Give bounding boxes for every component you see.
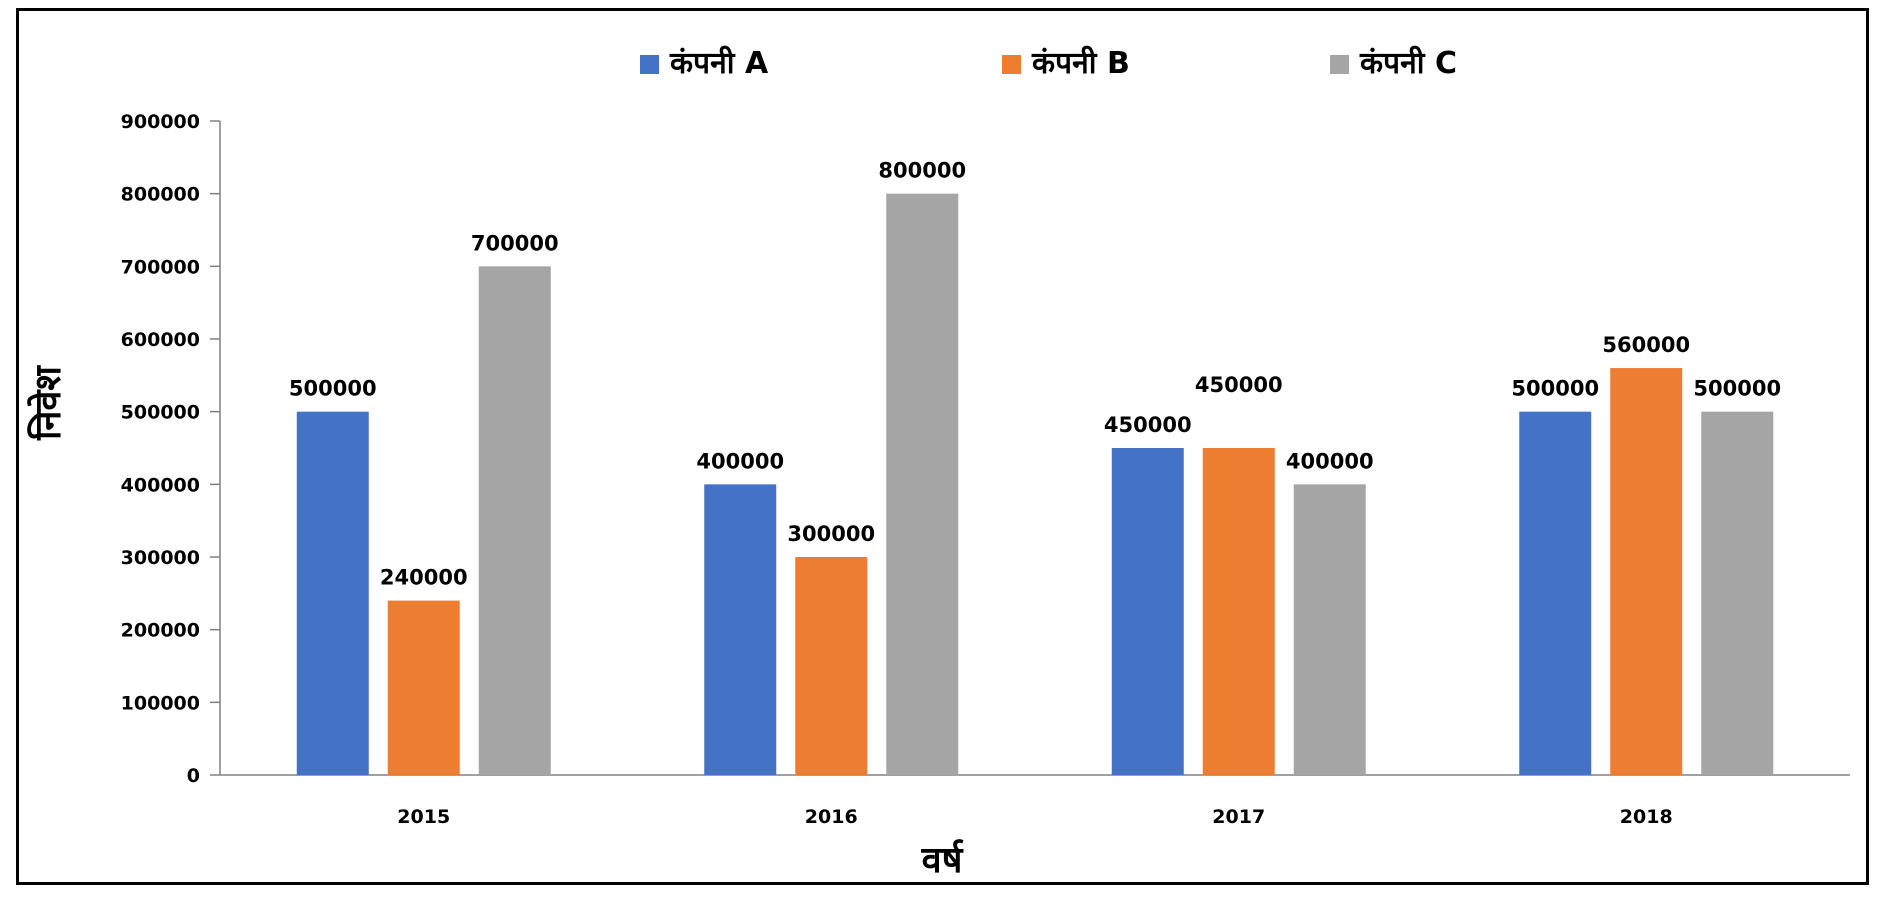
x-tick-label: 2016 (805, 806, 858, 828)
x-axis: 2015 2016 2017 2018 (220, 774, 1850, 828)
y-tick-label: 0 (187, 765, 200, 787)
x-tick-label: 2017 (1212, 806, 1265, 828)
y-tick-label: 400000 (121, 474, 200, 496)
data-label: 450000 (1104, 413, 1192, 437)
legend-label: कंपनी A (669, 45, 769, 81)
y-tick-label: 600000 (121, 329, 200, 351)
data-label: 240000 (380, 566, 468, 590)
legend-swatch (1002, 55, 1021, 74)
y-tick-label: 700000 (121, 256, 200, 278)
y-tick-label: 200000 (121, 620, 200, 642)
bars (296, 193, 1774, 775)
y-axis-title: निवेश (27, 365, 69, 441)
data-label: 400000 (1286, 449, 1374, 473)
data-label: 500000 (289, 377, 377, 401)
legend: कंपनी A कंपनी B कंपनी C (640, 45, 1457, 81)
data-label: 800000 (878, 159, 966, 183)
bar (1293, 484, 1366, 775)
bar (296, 411, 369, 775)
legend-label: कंपनी C (1359, 45, 1457, 81)
bar (795, 557, 868, 775)
legend-swatch (640, 55, 659, 74)
bar (1701, 411, 1774, 775)
data-label: 400000 (696, 449, 784, 473)
bar (1519, 411, 1592, 775)
x-tick-label: 2015 (397, 806, 450, 828)
y-axis: 0 100000 200000 300000 400000 500000 600000 700… (121, 111, 221, 787)
bar (1111, 448, 1184, 775)
bar (704, 484, 777, 775)
bar (886, 193, 959, 775)
bar (1610, 368, 1683, 775)
y-tick-label: 300000 (121, 547, 200, 569)
bar (387, 600, 460, 775)
y-tick-label: 800000 (121, 184, 200, 206)
data-label: 500000 (1511, 377, 1599, 401)
x-tick-label: 2018 (1620, 806, 1673, 828)
data-label: 450000 (1195, 373, 1283, 397)
data-label: 300000 (787, 522, 875, 546)
data-label: 560000 (1602, 333, 1690, 357)
y-tick-label: 100000 (121, 692, 200, 714)
x-axis-title: वर्ष (921, 839, 965, 881)
y-tick-label: 500000 (121, 402, 200, 424)
legend-swatch (1330, 55, 1349, 74)
data-label: 700000 (471, 231, 559, 255)
bar (1202, 448, 1275, 775)
bar (478, 266, 551, 775)
data-label: 500000 (1693, 377, 1781, 401)
y-tick-label: 900000 (121, 111, 200, 133)
legend-label: कंपनी B (1031, 45, 1130, 81)
data-labels: 500000 240000 700000 400000 300000 800000 4500… (289, 159, 1781, 590)
